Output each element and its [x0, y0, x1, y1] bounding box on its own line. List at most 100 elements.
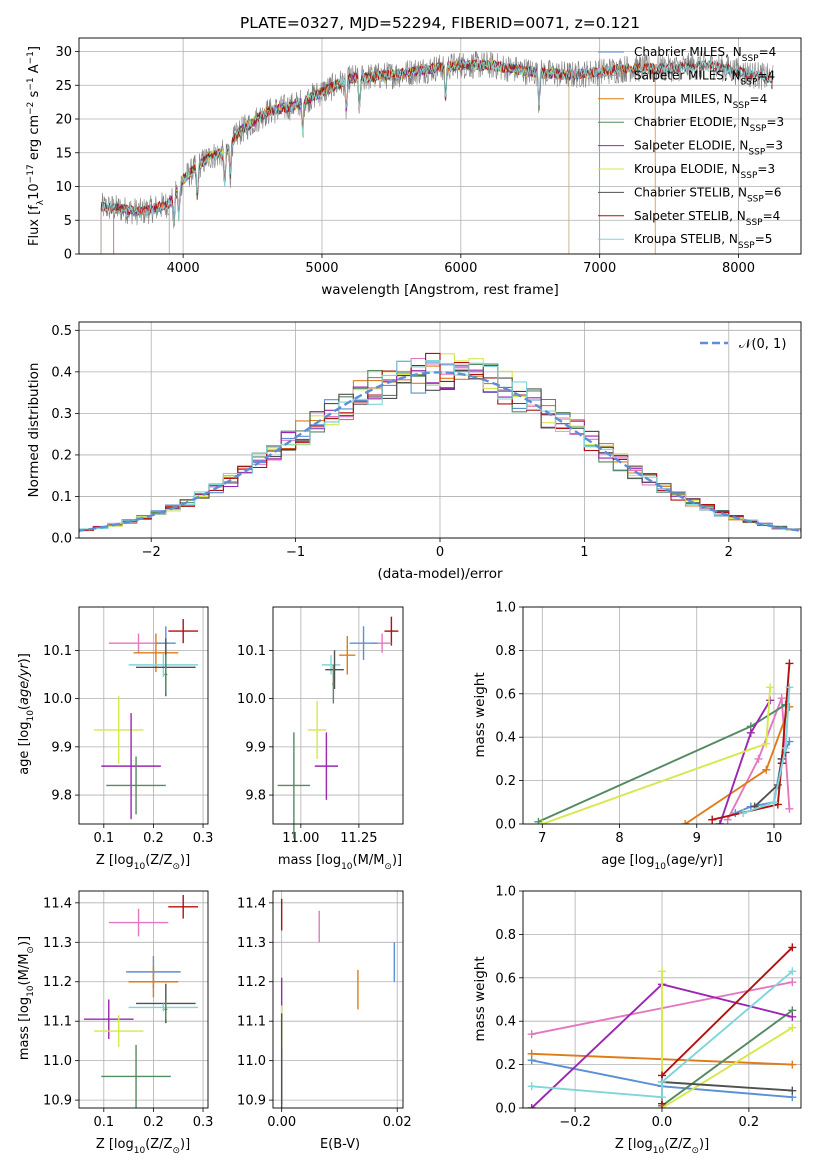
- x-tick-label: 7000: [583, 261, 616, 276]
- y-tick-label: 11.1: [43, 1015, 72, 1030]
- weight-series-line: [531, 970, 793, 1099]
- x-tick-label: 0.00: [267, 1115, 296, 1130]
- x-tick-label: 0.0: [652, 1115, 673, 1130]
- x-tick-label: 10: [766, 831, 783, 846]
- x-tick-label: 0.1: [93, 1115, 114, 1130]
- y-tick-label: 9.8: [51, 789, 72, 804]
- spectrum-data-line: [100, 50, 774, 229]
- y-tick-label: 11.2: [237, 975, 266, 990]
- axes-frame: [522, 606, 802, 825]
- y-tick-label: 25: [55, 79, 72, 94]
- weight-marker: [746, 728, 755, 737]
- weight-marker: [788, 1023, 797, 1032]
- x-tick-label: 6000: [444, 261, 477, 276]
- y-tick-label: 0.8: [495, 644, 516, 659]
- weight-marker: [527, 1049, 536, 1058]
- x-tick-label: 11.00: [282, 831, 319, 846]
- x-tick-label: 0.2: [143, 831, 164, 846]
- weight-marker: [788, 1012, 797, 1021]
- weight-marker: [658, 1093, 666, 1102]
- spectrum-model-line: [113, 58, 601, 254]
- weight-series-line: [538, 703, 787, 823]
- axes-frame: [78, 37, 802, 255]
- weight-marker: [538, 820, 547, 824]
- x-tick-label: 0.3: [193, 831, 214, 846]
- x-tick-label: 8000: [722, 261, 755, 276]
- spectrum-model-line: [100, 59, 774, 254]
- weight_vs_age-xlabel: age [log10(age/yr)]: [601, 853, 723, 872]
- x-tick-label: 0.2: [143, 1115, 164, 1130]
- weight-marker: [762, 765, 771, 774]
- residuals-xlabel: (data-model)/error: [377, 566, 503, 582]
- y-tick-label: 0.6: [495, 687, 516, 702]
- spectrum-model-line: [100, 58, 774, 254]
- y-tick-label: 20: [55, 113, 72, 128]
- axes-frame: [78, 890, 209, 1109]
- weight-marker: [788, 1086, 797, 1095]
- legend-label: Salpeter ELODIE, NSSP=3: [634, 139, 783, 158]
- mass-Z-ylabel: mass [log10(M/M⊙)]: [17, 936, 36, 1060]
- legend-label: Kroupa MILES, NSSP=4: [634, 92, 767, 111]
- y-tick-label: 11.3: [237, 936, 266, 951]
- x-tick-label: −1: [286, 545, 305, 560]
- legend-label: Salpeter STELIB, NSSP=4: [634, 209, 780, 228]
- y-tick-label: 0.4: [51, 365, 72, 380]
- weight_vs_Z-panel: −0.2 0.0 0.2 0.0 0.2 0.4 0.6 0.8 1.0 Z [log10(Z/Z…: [472, 885, 802, 1156]
- x-tick-label: 8: [615, 831, 623, 846]
- y-tick-label: 30: [55, 45, 72, 60]
- y-tick-label: 11.0: [43, 1054, 72, 1069]
- y-tick-label: 10.1: [43, 644, 72, 659]
- y-tick-label: 11.3: [43, 936, 72, 951]
- weight-marker: [785, 804, 794, 813]
- age_vs_Z-panel: 0.1 0.2 0.3 9.8 9.9 10.0 10.1 Z [log10(Z/Z⊙)] ag…: [17, 606, 214, 872]
- weight-marker: [527, 1082, 536, 1091]
- weight-marker: [754, 754, 763, 763]
- weight-series-line: [661, 971, 793, 1108]
- y-tick-label: 11.2: [43, 975, 72, 990]
- panels-group: 4000 5000 6000 7000 8000051015202530waveleng…: [17, 37, 802, 1156]
- mass_vs_Z-panel: 0.1 0.2 0.3 10.9 11.0 11.1 11.2 11.3 11.4 Z [log1…: [17, 890, 213, 1156]
- axes-frame: [522, 890, 802, 1109]
- mass-ebv-xlabel: E(B-V): [320, 1137, 360, 1152]
- weight-marker: [715, 820, 724, 824]
- axes-frame: [272, 606, 404, 825]
- y-tick-label: 0.4: [495, 731, 516, 746]
- x-tick-label: −0.2: [559, 1115, 591, 1130]
- weight_vs_Z-ylabel: mass weight: [472, 956, 488, 1041]
- x-tick-label: 0: [436, 545, 444, 560]
- weight-series-line: [661, 1009, 793, 1107]
- weight-series-line: [711, 663, 791, 821]
- gaussian-line: [79, 371, 801, 532]
- x-tick-label: 0.1: [93, 831, 114, 846]
- weight-marker: [527, 1030, 536, 1039]
- weight-marker: [769, 798, 778, 807]
- y-tick-label: 11.4: [43, 896, 72, 911]
- y-tick-label: 0.3: [51, 407, 72, 422]
- legend-label: Chabrier ELODIE, NSSP=3: [634, 115, 784, 134]
- weight-marker: [681, 820, 690, 824]
- y-tick-label: 9.8: [245, 789, 266, 804]
- x-tick-label: 5000: [305, 261, 338, 276]
- y-tick-label: 10.0: [43, 692, 72, 707]
- y-tick-label: 9.9: [245, 740, 266, 755]
- y-tick-label: 0.4: [495, 1015, 516, 1030]
- spectrum-xlabel: wavelength [Angstrom, rest frame]: [321, 282, 559, 298]
- weight-marker: [788, 967, 797, 976]
- axes-frame: [78, 606, 209, 825]
- legend-label: Salpeter MILES, NSSP=4: [634, 68, 775, 87]
- y-tick-label: 0.0: [51, 532, 72, 547]
- weight-marker: [739, 809, 748, 818]
- legend-label: Kroupa STELIB, NSSP=5: [634, 232, 772, 251]
- weight-marker: [785, 683, 794, 692]
- y-tick-label: 11.4: [237, 896, 266, 911]
- y-tick-label: 0.2: [495, 1058, 516, 1073]
- weight-series-line: [661, 1081, 793, 1092]
- x-tick-label: 9: [693, 831, 701, 846]
- y-tick-label: 1.0: [495, 601, 516, 616]
- weight-marker: [785, 659, 794, 668]
- legend-label: Chabrier MILES, NSSP=4: [634, 45, 776, 64]
- legend-label: Chabrier STELIB, NSSP=6: [634, 185, 782, 204]
- y-tick-label: 11.1: [237, 1015, 266, 1030]
- mass_vs_ebv-panel: 0.00 0.02 10.9 11.0 11.1 11.2 11.3 11.4 E(B-V): [237, 890, 412, 1152]
- y-tick-label: 10.1: [237, 644, 266, 659]
